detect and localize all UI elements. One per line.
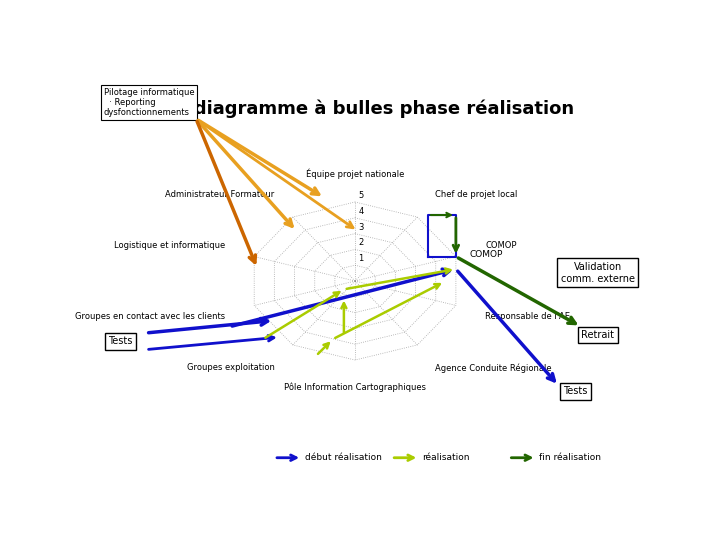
- Text: réalisation: réalisation: [422, 453, 469, 462]
- Text: Tests: Tests: [563, 386, 588, 396]
- Text: Validation
comm. externe: Validation comm. externe: [561, 262, 635, 284]
- Text: 1: 1: [359, 254, 364, 263]
- Text: début réalisation: début réalisation: [305, 453, 382, 462]
- Text: 5: 5: [359, 191, 364, 200]
- Text: 2: 2: [359, 238, 364, 247]
- Text: Le diagramme à bulles phase réalisation: Le diagramme à bulles phase réalisation: [164, 99, 574, 118]
- Text: Logistique et informatique: Logistique et informatique: [114, 240, 225, 249]
- Text: COMOP: COMOP: [485, 240, 516, 249]
- Text: Administrateur Formateur: Administrateur Formateur: [166, 190, 275, 199]
- Text: Équipe projet nationale: Équipe projet nationale: [306, 168, 404, 179]
- Text: Pôle Information Cartographiques: Pôle Information Cartographiques: [284, 383, 426, 393]
- Text: Groupes en contact avec les clients: Groupes en contact avec les clients: [75, 313, 225, 321]
- Text: Chef de projet local: Chef de projet local: [436, 190, 518, 199]
- Text: Tests: Tests: [109, 336, 133, 346]
- Text: 3: 3: [359, 222, 364, 232]
- Text: Pilotage informatique
  · Reporting
dysfonctionnements: Pilotage informatique · Reporting dysfon…: [104, 87, 194, 118]
- Text: Responsable de l'AE: Responsable de l'AE: [485, 313, 570, 321]
- Text: 4: 4: [359, 207, 364, 216]
- Text: Agence Conduite Régionale: Agence Conduite Régionale: [436, 363, 552, 373]
- Text: Retrait: Retrait: [581, 330, 614, 340]
- Text: COMOP: COMOP: [469, 249, 503, 259]
- Text: Groupes exploitation: Groupes exploitation: [186, 363, 275, 373]
- Text: fin réalisation: fin réalisation: [539, 453, 601, 462]
